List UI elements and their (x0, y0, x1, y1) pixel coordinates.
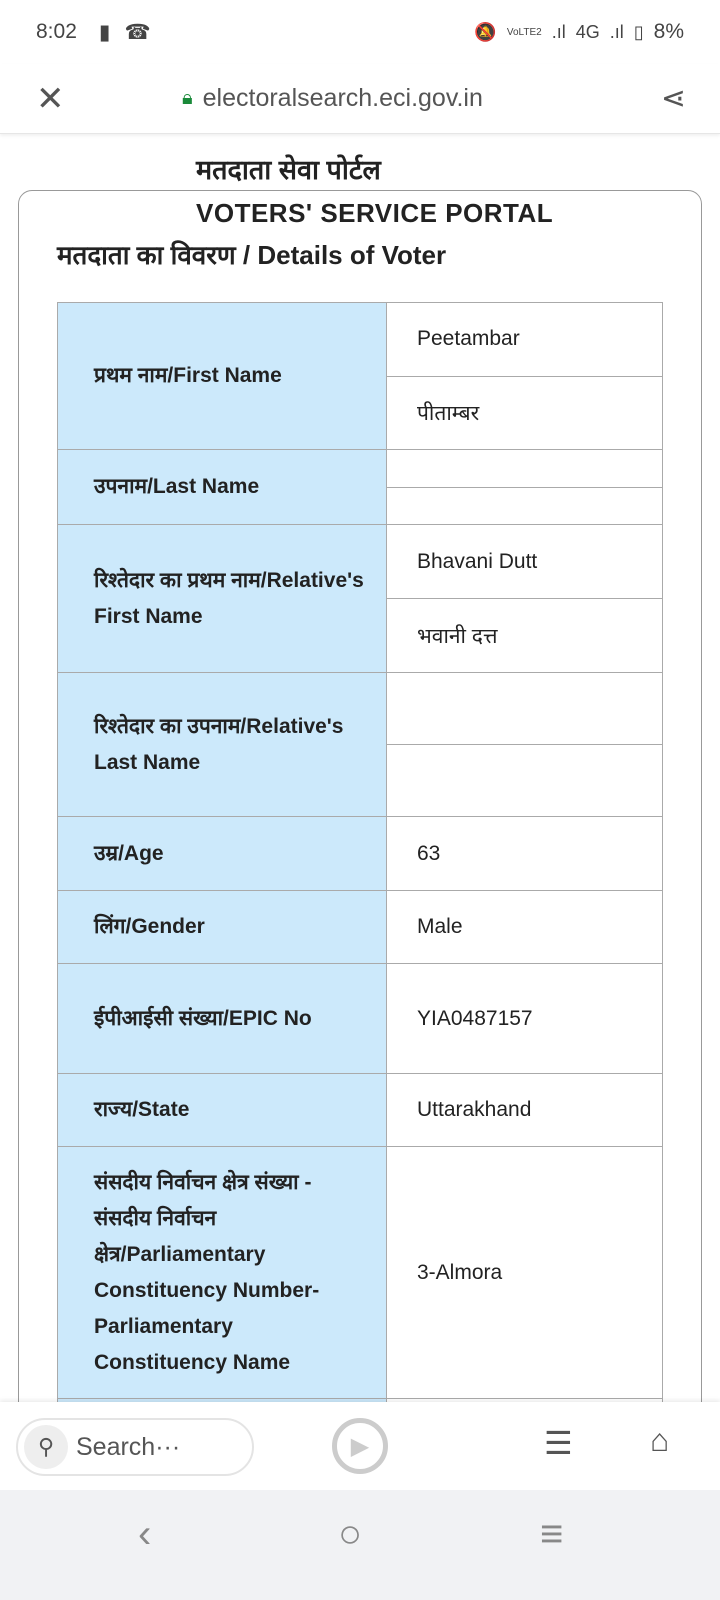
lock-icon: 🔒︎ (182, 87, 193, 109)
browser-bottom-bar: ⚲ Search··· ▶ ☰ ⌂ (0, 1402, 720, 1490)
table-row-last-name: उपनाम/Last Name (57, 450, 663, 525)
row-value: 63 (417, 841, 441, 865)
portal-title-hindi: मतदाता सेवा पोर्टल (196, 155, 381, 185)
table-row-first-name: प्रथम नाम/First Name Peetambar पीताम्बर (57, 303, 663, 450)
row-value: Peetambar (417, 327, 520, 351)
share-icon[interactable]: ⋖ (660, 82, 686, 115)
table-row-constituency: संसदीय निर्वाचन क्षेत्र संख्या - संसदीय … (57, 1147, 663, 1399)
row-value: भवानी दत्त (387, 598, 662, 672)
row-value (387, 450, 662, 487)
system-nav-bar: ‹ ○ ≡ (0, 1490, 720, 1600)
row-label: लिंग/Gender (58, 891, 387, 963)
status-bar: 8:02 ▮ ☎ 🔕 VoLTE2 .ıl 4G .ıl ▯ 8% (0, 0, 720, 64)
row-value: YIA0487157 (417, 1006, 533, 1030)
battery-level: 8% (653, 20, 684, 43)
row-label: रिश्तेदार का प्रथम नाम/Relative's First … (58, 525, 387, 672)
mute-icon: 🔕 (474, 21, 497, 42)
table-row-relative-last-name: रिश्तेदार का उपनाम/Relative's Last Name (57, 673, 663, 817)
volte-icon: VoLTE2 (506, 26, 542, 38)
signal-icon: .ıl (551, 21, 566, 42)
portal-title: VOTERS' SERVICE PORTAL (196, 198, 554, 228)
row-value: Uttarakhand (417, 1098, 532, 1121)
row-label: प्रथम नाम/First Name (58, 303, 387, 449)
row-value (387, 486, 662, 525)
clock: 8:02 (36, 20, 77, 43)
recents-icon[interactable]: ≡ (540, 1512, 564, 1556)
row-value: Male (417, 915, 463, 938)
row-label: उपनाम/Last Name (58, 450, 387, 524)
row-value: 3-Almora (417, 1260, 503, 1284)
table-row-state: राज्य/State Uttarakhand (57, 1074, 663, 1147)
row-label: संसदीय निर्वाचन क्षेत्र संख्या - संसदीय … (58, 1147, 387, 1398)
search-icon: ⚲ (24, 1425, 68, 1469)
play-icon[interactable]: ▶ (332, 1418, 388, 1474)
row-label: उम्र/Age (58, 817, 387, 890)
table-row-age: उम्र/Age 63 (57, 817, 663, 891)
row-label: राज्य/State (58, 1074, 387, 1146)
browser-toolbar: ✕ 🔒︎ electoralsearch.eci.gov.in ⋖ (0, 64, 720, 134)
voter-details-table: प्रथम नाम/First Name Peetambar पीताम्बर उप… (57, 302, 663, 1439)
row-value (387, 744, 662, 816)
row-value (387, 673, 662, 744)
4g-signal-icon: .ıl (609, 21, 624, 42)
battery-alert-icon: ▮ (98, 20, 111, 44)
row-value: Bhavani Dutt (417, 549, 538, 573)
row-label: ईपीआईसी संख्या/EPIC No (58, 964, 387, 1073)
search-placeholder: Search··· (76, 1432, 181, 1461)
close-icon[interactable]: ✕ (36, 79, 65, 118)
missed-call-icon: ☎ (124, 20, 151, 44)
url-display[interactable]: 🔒︎ electoralsearch.eci.gov.in (182, 84, 483, 113)
home-button-icon[interactable]: ○ (338, 1512, 363, 1556)
row-label: रिश्तेदार का उपनाम/Relative's Last Name (58, 673, 387, 816)
back-icon[interactable]: ‹ (138, 1512, 152, 1556)
row-value: पीताम्बर (387, 375, 662, 450)
table-row-gender: लिंग/Gender Male (57, 891, 663, 964)
home-icon[interactable]: ⌂ (650, 1422, 670, 1458)
section-title: मतदाता का विवरण / Details of Voter (57, 240, 447, 270)
url-text: electoralsearch.eci.gov.in (202, 84, 483, 112)
battery-icon: ▯ (633, 21, 644, 42)
list-icon[interactable]: ☰ (544, 1425, 573, 1461)
table-row-epic: ईपीआईसी संख्या/EPIC No YIA0487157 (57, 964, 663, 1074)
table-row-relative-first-name: रिश्तेदार का प्रथम नाम/Relative's First … (57, 525, 663, 673)
search-input[interactable]: ⚲ Search··· (16, 1418, 254, 1476)
network-type: 4G (575, 21, 600, 42)
